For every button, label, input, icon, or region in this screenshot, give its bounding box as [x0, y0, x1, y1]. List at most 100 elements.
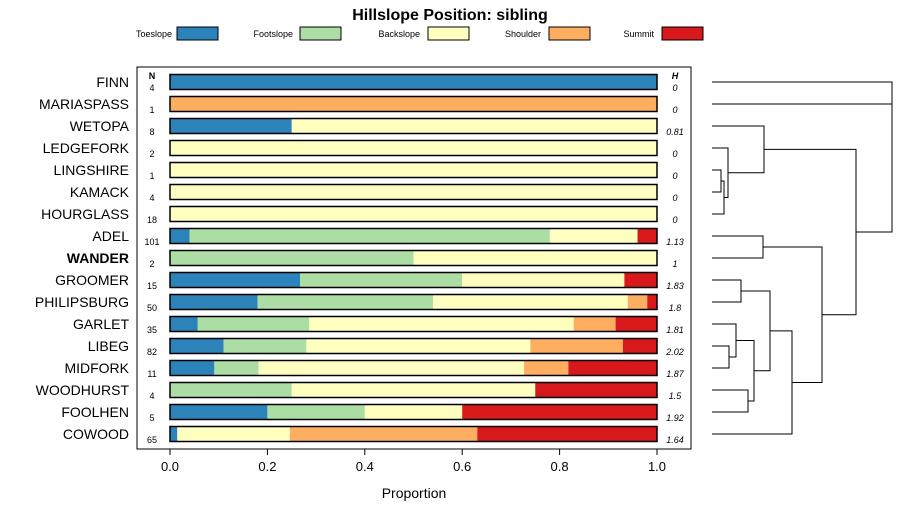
n-value: 8	[149, 127, 154, 137]
legend-label: Summit	[623, 29, 654, 39]
bar-segment	[291, 382, 536, 398]
bar-segment	[170, 250, 414, 266]
x-tick-label: 1.0	[648, 459, 666, 474]
dendrogram-branch	[712, 235, 764, 259]
h-value: 0	[672, 105, 677, 115]
legend-label: Shoulder	[505, 29, 541, 39]
n-value: 5	[149, 413, 154, 423]
bar-outline	[169, 425, 658, 443]
h-value: 1	[672, 259, 677, 269]
bar-outline	[169, 337, 658, 355]
bar-segment	[477, 426, 657, 442]
bar-segment	[300, 272, 463, 288]
bar-segment	[289, 426, 478, 442]
legend-label: Toeslope	[136, 29, 172, 39]
n-value: 82	[147, 347, 157, 357]
bar-segment	[170, 140, 657, 156]
bar-segment	[170, 404, 268, 420]
bar-outline	[169, 227, 658, 245]
legend-swatch	[176, 26, 219, 41]
x-tick-label: 0.0	[161, 459, 179, 474]
bar-segment	[267, 404, 365, 420]
n-value: 2	[149, 259, 154, 269]
bar-segment	[170, 338, 224, 354]
bar-segment	[170, 228, 190, 244]
h-value: 0	[672, 215, 677, 225]
bar-outline	[169, 205, 658, 223]
n-column-header: N	[149, 71, 156, 81]
bar-segment	[257, 294, 433, 310]
n-value: 18	[147, 215, 157, 225]
n-value: 15	[147, 281, 157, 291]
bar-segment	[364, 404, 463, 420]
bar-segment	[573, 316, 616, 332]
bar-outline	[169, 271, 658, 289]
bar-segment	[530, 338, 623, 354]
bar-segment	[170, 96, 657, 112]
bar-segment	[291, 118, 657, 134]
dendrogram-branch	[856, 93, 893, 233]
bar-segment	[524, 360, 569, 376]
n-value: 50	[147, 303, 157, 313]
bar-segment	[170, 206, 657, 222]
bar-outline	[169, 73, 658, 91]
dendrogram-branch	[736, 340, 755, 402]
h-value: 1.83	[666, 281, 684, 291]
bar-segment	[549, 228, 638, 244]
bar-segment	[170, 360, 215, 376]
n-value: 1	[149, 105, 154, 115]
dendrogram-branch	[741, 290, 771, 372]
bar-segment	[622, 338, 657, 354]
row-label: KAMACK	[70, 184, 130, 200]
bar-segment	[627, 294, 648, 310]
row-label: WOODHURST	[36, 382, 130, 398]
bar-segment	[170, 382, 292, 398]
legend-swatch	[548, 26, 591, 41]
row-label: LINGSHIRE	[54, 162, 129, 178]
dendrogram-branch	[764, 148, 857, 316]
bar-outline	[169, 95, 658, 113]
n-value: 65	[147, 435, 157, 445]
row-label: FINN	[96, 74, 129, 90]
bar-segment	[170, 316, 198, 332]
row-label: HOURGLASS	[41, 206, 129, 222]
bar-outline	[169, 381, 658, 399]
row-label: ADEL	[92, 228, 129, 244]
legend-label: Backslope	[378, 29, 420, 39]
x-axis: 0.0 0.2 0.4 0.6 0.8 1.0	[161, 449, 666, 474]
n-value: 4	[149, 83, 154, 93]
bar-segment	[462, 272, 625, 288]
chart-title: Hillslope Position: sibling	[352, 7, 548, 24]
bar-segment	[170, 294, 258, 310]
plot-frame	[136, 66, 692, 450]
row-label: LIBEG	[88, 338, 129, 354]
h-column-header: H	[672, 71, 679, 81]
legend-swatch	[427, 26, 470, 41]
dendrogram-branch	[712, 279, 742, 303]
legend-label: Footslope	[253, 29, 293, 39]
bar-segment	[624, 272, 657, 288]
n-value: 35	[147, 325, 157, 335]
bar-outline	[169, 139, 658, 157]
bar-outline	[169, 315, 658, 333]
row-label: PHILIPSBURG	[35, 294, 129, 310]
dendrogram	[712, 81, 893, 435]
x-tick-label: 0.4	[356, 459, 374, 474]
row-label: MARIASPASS	[39, 96, 129, 112]
bar-rows: FINN 4 0 MARIASPASS 1 0 WETOPA 8 0.81 LEDGEFORK 2 0…	[35, 73, 685, 445]
bar-outline	[169, 249, 658, 267]
h-value: 0	[672, 83, 677, 93]
dendrogram-branch	[712, 180, 725, 215]
row-label: WETOPA	[70, 118, 130, 134]
bar-segment	[170, 184, 657, 200]
row-label: WANDER	[67, 250, 129, 266]
row-label: MIDFORK	[64, 360, 129, 376]
x-tick-label: 0.6	[453, 459, 471, 474]
bar-segment	[177, 426, 290, 442]
legend: Toeslope Footslope Backslope Shoulder Summit	[136, 26, 704, 41]
bar-segment	[223, 338, 307, 354]
bar-segment	[170, 426, 178, 442]
row-label: LEDGEFORK	[43, 140, 130, 156]
h-value: 1.13	[666, 237, 684, 247]
